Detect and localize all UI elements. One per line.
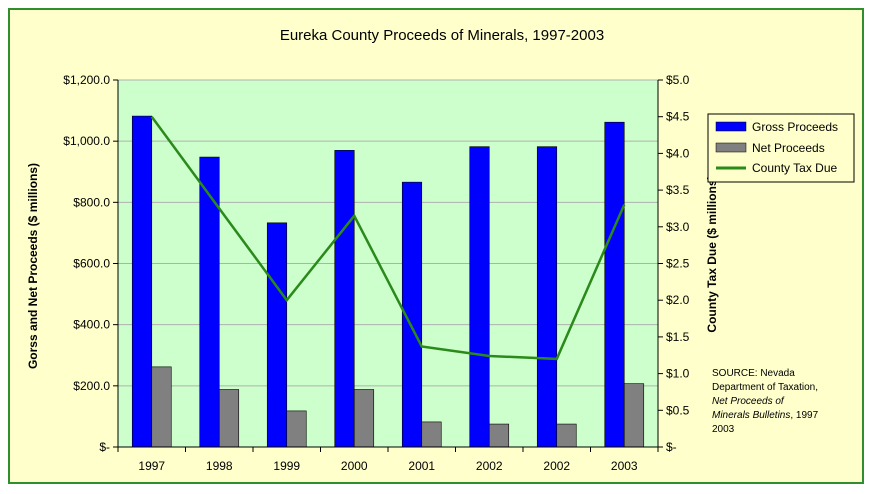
bar-net-proceeds xyxy=(353,389,375,448)
y-left-tick-label: $1,200.0 xyxy=(63,73,110,87)
y-left-tick-label: $400.0 xyxy=(73,318,110,332)
y-right-tick-label: $3.0 xyxy=(666,220,690,234)
y-right-tick-label: $3.5 xyxy=(666,183,690,197)
chart-svg: Eureka County Proceeds of Minerals, 1997… xyxy=(26,27,855,473)
y-left-tick-label: $200.0 xyxy=(73,379,110,393)
x-tick-label: 1997 xyxy=(138,459,165,473)
chart-title: Eureka County Proceeds of Minerals, 1997… xyxy=(280,27,604,44)
x-tick-label: 2000 xyxy=(341,459,368,473)
bar-net-proceeds xyxy=(286,410,307,448)
bar-net-proceeds xyxy=(151,366,172,448)
bar-gross-proceeds xyxy=(199,156,220,448)
bar-net-proceeds xyxy=(556,423,577,448)
legend-label-tax: County Tax Due xyxy=(752,161,837,175)
source-line-3: Net Proceeds of xyxy=(712,396,785,407)
x-tick-label: 1999 xyxy=(273,459,300,473)
legend-swatch-net xyxy=(715,142,747,153)
bar-gross-proceeds xyxy=(536,146,558,448)
y-left-tick-label: $1,000.0 xyxy=(63,134,110,148)
x-tick-label: 2002 xyxy=(543,459,570,473)
y-right-tick-label: $1.5 xyxy=(666,330,690,344)
y-left-tick-label: $600.0 xyxy=(73,257,110,271)
y-right-tick-label: $4.0 xyxy=(666,146,690,160)
legend-label-gross: Gross Proceeds xyxy=(752,120,838,134)
x-tick-label: 2002 xyxy=(476,459,503,473)
y-right-tick-label: $5.0 xyxy=(666,73,690,87)
bar-net-proceeds xyxy=(623,383,645,448)
bar-net-proceeds xyxy=(421,421,442,448)
x-tick-label: 1998 xyxy=(206,459,233,473)
line-county-tax-due xyxy=(150,115,626,361)
legend-swatch-gross xyxy=(715,121,747,132)
bar-net-proceeds xyxy=(488,423,510,448)
source-line-5: 2003 xyxy=(712,424,735,435)
source-line-4-italic: Minerals Bulletins xyxy=(712,410,790,421)
bar-gross-proceeds xyxy=(266,222,288,448)
y-right-tick-label: $4.5 xyxy=(666,110,690,124)
y-axis-left-label: Gorss and Net Proceeds ($ millions) xyxy=(26,163,40,369)
y-left-tick-label: $800.0 xyxy=(73,195,110,209)
y-axis-right-label: County Tax Due ($ millions) xyxy=(705,175,719,332)
bar-gross-proceeds xyxy=(469,146,490,448)
y-right-tick-label: $1.0 xyxy=(666,367,690,381)
source-line-1: SOURCE: Nevada xyxy=(712,368,795,379)
bar-net-proceeds xyxy=(218,389,240,448)
y-right-tick-label: $2.5 xyxy=(666,257,690,271)
x-tick-label: 2003 xyxy=(611,459,638,473)
y-right-tick-label: $2.0 xyxy=(666,293,690,307)
bar-gross-proceeds xyxy=(604,121,625,448)
source-line-2: Department of Taxation, xyxy=(712,382,818,393)
source-note: SOURCE: Nevada Department of Taxation, N… xyxy=(712,368,819,435)
source-line-4: Minerals Bulletins, 1997 xyxy=(712,410,819,421)
y-right-tick-label: $0.5 xyxy=(666,403,690,417)
bar-gross-proceeds xyxy=(334,150,355,448)
legend-label-net: Net Proceeds xyxy=(752,141,825,155)
y-left-tick-label: $- xyxy=(99,440,110,454)
x-tick-label: 2001 xyxy=(408,459,435,473)
chart-frame: Eureka County Proceeds of Minerals, 1997… xyxy=(8,8,864,484)
y-right-tick-label: $- xyxy=(666,440,677,454)
source-line-4-rest: , 1997 xyxy=(790,410,818,421)
legend: Gross Proceeds Net Proceeds County Tax D… xyxy=(707,113,855,183)
bar-gross-proceeds xyxy=(131,115,153,448)
